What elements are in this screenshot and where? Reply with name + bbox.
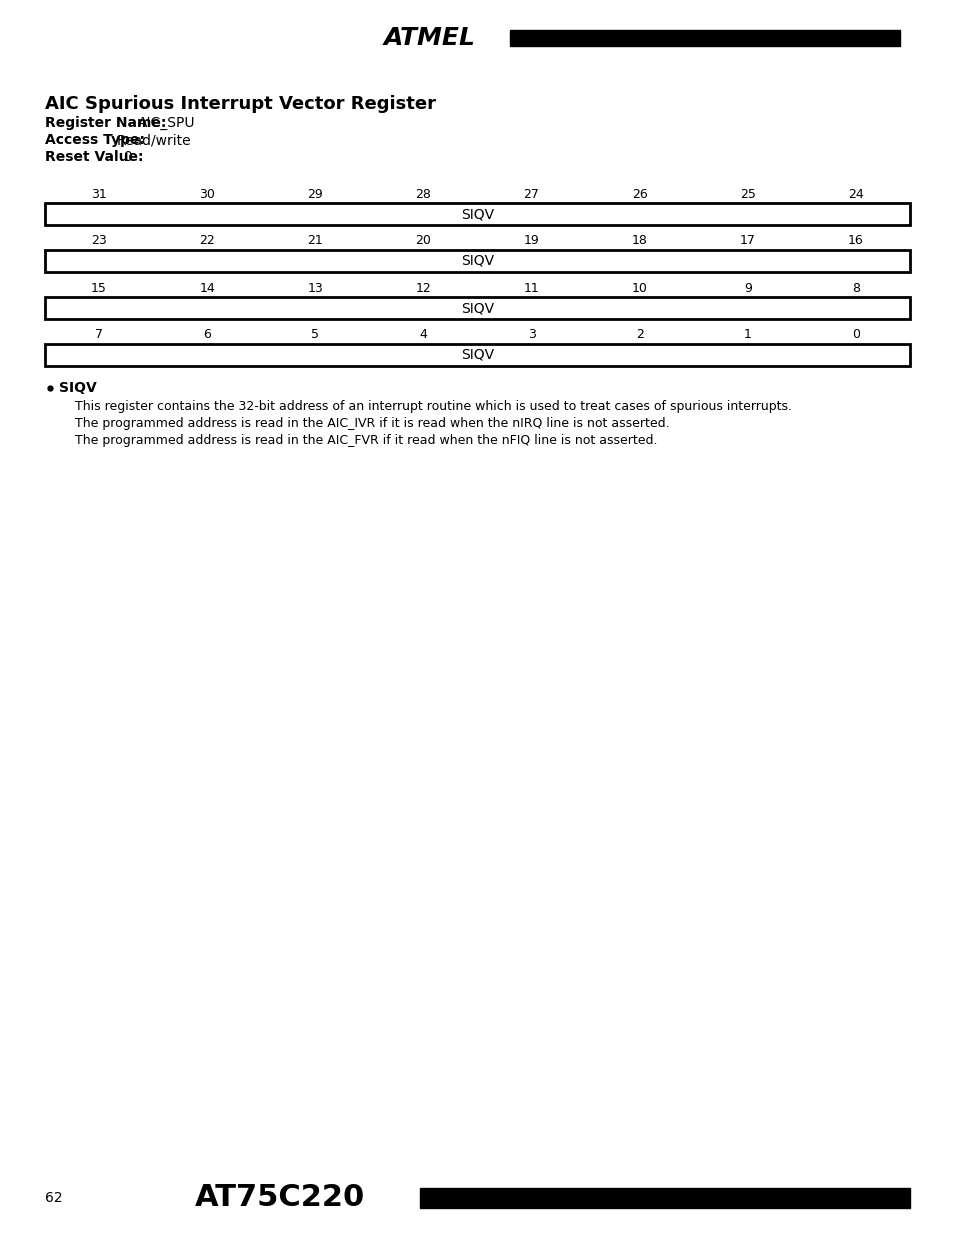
Bar	[45, 345, 909, 366]
Text: 16: 16	[847, 235, 862, 247]
Bar	[45, 296, 909, 319]
Text: 20: 20	[416, 235, 431, 247]
Text: 21: 21	[307, 235, 323, 247]
Text: 27: 27	[523, 188, 539, 200]
Text: 1: 1	[743, 329, 751, 342]
Text: ATMEL: ATMEL	[384, 26, 476, 49]
Text: 30: 30	[199, 188, 214, 200]
Text: 2: 2	[635, 329, 643, 342]
Text: 28: 28	[416, 188, 431, 200]
Text: SIQV: SIQV	[460, 301, 494, 315]
Text: 29: 29	[307, 188, 323, 200]
Text: 4: 4	[419, 329, 427, 342]
Text: 15: 15	[91, 282, 107, 294]
Text: 17: 17	[740, 235, 755, 247]
Text: 5: 5	[311, 329, 319, 342]
Text: 23: 23	[91, 235, 107, 247]
Text: Access Type:: Access Type:	[45, 133, 145, 147]
Text: 10: 10	[631, 282, 647, 294]
Text: This register contains the 32-bit address of an interrupt routine which is used : This register contains the 32-bit addres…	[75, 400, 791, 412]
Text: 6: 6	[203, 329, 211, 342]
Text: 3: 3	[527, 329, 535, 342]
Text: SIQV: SIQV	[59, 382, 96, 395]
Text: SIQV: SIQV	[460, 348, 494, 362]
Text: 18: 18	[631, 235, 647, 247]
Text: SIQV: SIQV	[460, 207, 494, 221]
Bar	[45, 249, 909, 272]
Text: AT75C220: AT75C220	[194, 1183, 365, 1213]
Text: AIC Spurious Interrupt Vector Register: AIC Spurious Interrupt Vector Register	[45, 95, 436, 112]
Text: Reset Value:: Reset Value:	[45, 149, 149, 164]
Text: 7: 7	[95, 329, 103, 342]
Bar	[419, 1188, 909, 1208]
Text: The programmed address is read in the AIC_FVR if it read when the nFIQ line is n: The programmed address is read in the AI…	[75, 433, 657, 447]
Text: 8: 8	[851, 282, 859, 294]
Bar	[510, 30, 899, 46]
Text: 25: 25	[740, 188, 755, 200]
Text: AIC_SPU: AIC_SPU	[138, 116, 195, 130]
Text: 9: 9	[743, 282, 751, 294]
Text: 0: 0	[123, 149, 132, 164]
Text: 14: 14	[199, 282, 214, 294]
Text: 31: 31	[91, 188, 107, 200]
Text: 13: 13	[307, 282, 323, 294]
Text: 22: 22	[199, 235, 214, 247]
Text: Read/write: Read/write	[117, 133, 192, 147]
Bar	[45, 203, 909, 225]
Text: 12: 12	[416, 282, 431, 294]
Text: SIQV: SIQV	[460, 254, 494, 268]
Text: 26: 26	[631, 188, 647, 200]
Text: The programmed address is read in the AIC_IVR if it is read when the nIRQ line i: The programmed address is read in the AI…	[75, 417, 669, 430]
Text: 62: 62	[45, 1191, 63, 1205]
Text: 11: 11	[523, 282, 538, 294]
Text: 24: 24	[847, 188, 862, 200]
Text: 0: 0	[851, 329, 859, 342]
Text: 19: 19	[523, 235, 538, 247]
Text: Register Name:: Register Name:	[45, 116, 172, 130]
